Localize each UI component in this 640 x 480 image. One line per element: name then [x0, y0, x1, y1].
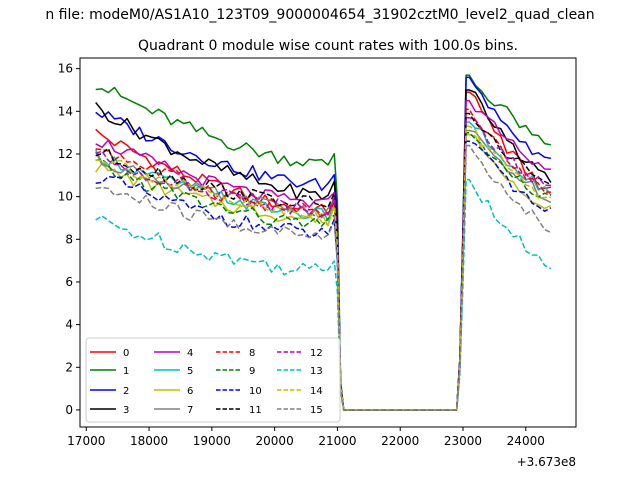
- legend-label-9: 9: [249, 366, 255, 377]
- legend-label-8: 8: [249, 348, 255, 359]
- legend-label-6: 6: [187, 386, 193, 397]
- y-tick-label: 4: [65, 318, 73, 332]
- series-line-5: [95, 121, 552, 411]
- legend-label-4: 4: [187, 348, 193, 359]
- x-tick-label: 21000: [318, 434, 356, 448]
- series-line-2: [95, 76, 552, 411]
- series-line-11: [95, 112, 552, 411]
- y-tick-label: 0: [65, 403, 73, 417]
- legend-label-3: 3: [123, 405, 129, 416]
- plot-frame: [79, 57, 577, 428]
- x-tick-label: 17000: [67, 434, 105, 448]
- y-tick-label: 6: [65, 275, 73, 289]
- series-layer: [95, 74, 552, 411]
- y-tick-label: 16: [58, 62, 73, 76]
- series-line-7: [95, 129, 552, 411]
- legend-label-0: 0: [123, 348, 129, 359]
- legend-label-12: 12: [310, 348, 323, 359]
- x-tick-label: 23000: [444, 434, 482, 448]
- y-tick-label: 12: [58, 147, 73, 161]
- legend-label-2: 2: [123, 386, 129, 397]
- y-tick-label: 8: [65, 232, 73, 246]
- y-tick-label: 10: [58, 190, 73, 204]
- x-axis-offset-label: +3.673e8: [517, 455, 576, 469]
- legend-label-1: 1: [123, 366, 129, 377]
- y-tick-label: 2: [65, 360, 73, 374]
- y-tick-label: 14: [58, 104, 73, 118]
- x-axis: 17000 18000 19000 20000 21000 22000 23000 24000: [67, 427, 545, 448]
- y-axis: 0 2 4 6 8 10 12 14 16: [58, 62, 80, 417]
- x-tick-label: 20000: [256, 434, 294, 448]
- legend-frame: [85, 337, 341, 423]
- legend-label-15: 15: [310, 405, 323, 416]
- x-tick-label: 18000: [130, 434, 168, 448]
- series-line-10: [95, 140, 552, 411]
- x-tick-label: 22000: [381, 434, 419, 448]
- series-line-3: [95, 89, 552, 411]
- x-tick-label: 19000: [193, 434, 231, 448]
- legend-label-13: 13: [310, 366, 323, 377]
- series-line-14: [95, 125, 551, 411]
- series-line-13: [95, 178, 552, 411]
- legend-label-10: 10: [249, 386, 262, 397]
- legend-label-11: 11: [249, 405, 262, 416]
- series-line-15: [95, 144, 552, 411]
- series-line-1: [95, 74, 552, 411]
- series-line-4: [95, 99, 551, 411]
- x-tick-label: 24000: [507, 434, 545, 448]
- legend-label-5: 5: [187, 366, 193, 377]
- chart-title: Quadrant 0 module wise count rates with …: [138, 38, 518, 54]
- figure-suptitle: n file: modeM0/AS1A10_123T09_9000004654_…: [45, 7, 594, 23]
- legend-label-14: 14: [310, 386, 323, 397]
- series-line-12: [95, 116, 551, 411]
- series-line-9: [95, 131, 552, 411]
- legend-label-7: 7: [187, 405, 193, 416]
